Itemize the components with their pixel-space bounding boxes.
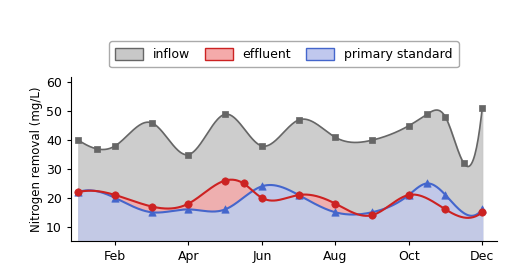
Point xyxy=(331,201,339,206)
Point xyxy=(295,193,303,197)
Point xyxy=(442,207,450,212)
Point xyxy=(185,152,193,157)
Point xyxy=(74,138,82,142)
Point xyxy=(111,196,119,200)
Point xyxy=(368,213,376,217)
Point xyxy=(423,181,431,185)
Point xyxy=(405,124,413,128)
Point xyxy=(148,204,156,209)
Point xyxy=(368,210,376,215)
Point xyxy=(331,210,339,215)
Point xyxy=(258,196,266,200)
Point xyxy=(368,138,376,142)
Point xyxy=(221,207,229,212)
Point xyxy=(148,210,156,215)
Point xyxy=(93,147,101,151)
Point xyxy=(221,112,229,116)
Point xyxy=(239,181,247,185)
Point xyxy=(442,115,450,119)
Point xyxy=(478,106,486,111)
Point xyxy=(111,144,119,148)
Point xyxy=(258,184,266,189)
Point xyxy=(74,190,82,194)
Point xyxy=(405,193,413,197)
Point xyxy=(405,193,413,197)
Point xyxy=(295,193,303,197)
Point xyxy=(478,210,486,215)
Point xyxy=(258,144,266,148)
Legend: inflow, effluent, primary standard: inflow, effluent, primary standard xyxy=(109,41,459,67)
Point xyxy=(148,121,156,125)
Point xyxy=(74,190,82,194)
Point xyxy=(221,178,229,183)
Y-axis label: Nitrogen removal (mg/L): Nitrogen removal (mg/L) xyxy=(30,86,43,232)
Point xyxy=(423,112,431,116)
Point xyxy=(185,201,193,206)
Point xyxy=(295,118,303,122)
Point xyxy=(331,135,339,139)
Point xyxy=(442,193,450,197)
Point xyxy=(460,161,468,165)
Point xyxy=(111,193,119,197)
Point xyxy=(185,207,193,212)
Point xyxy=(478,207,486,212)
